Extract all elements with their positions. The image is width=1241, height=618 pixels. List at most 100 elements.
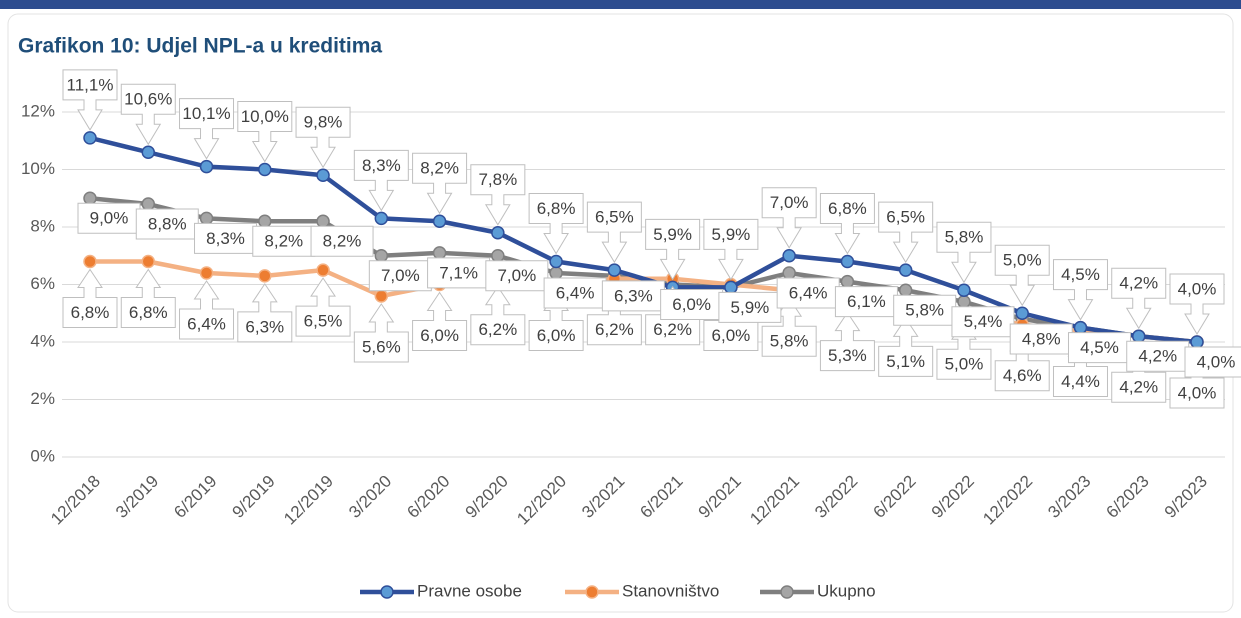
- marker: [782, 266, 796, 280]
- data-label: 6,4%: [556, 283, 595, 302]
- data-label-box: [252, 225, 316, 257]
- data-label: 6,1%: [847, 292, 886, 311]
- data-label-box: [951, 306, 1015, 338]
- data-label: 5,9%: [712, 225, 751, 244]
- marker: [141, 145, 156, 159]
- data-label: 8,2%: [264, 232, 303, 251]
- data-label-box: [1009, 323, 1073, 355]
- marker: [957, 295, 971, 309]
- marker: [491, 249, 505, 263]
- legend-label: Stanovništvo: [622, 581, 719, 600]
- data-label: 5,3%: [828, 346, 867, 365]
- legend-marker: [585, 585, 599, 599]
- data-label-box: [718, 291, 782, 323]
- marker: [840, 274, 855, 289]
- y-tick-label: 6%: [30, 274, 55, 293]
- marker: [316, 214, 330, 228]
- data-label: 4,0%: [1197, 352, 1236, 371]
- marker: [1131, 329, 1146, 343]
- data-label: 9,8%: [304, 113, 343, 132]
- marker: [957, 283, 971, 297]
- marker: [607, 263, 622, 277]
- data-label: 6,2%: [595, 320, 634, 339]
- marker: [83, 191, 97, 205]
- data-label: 5,8%: [905, 301, 944, 320]
- marker: [1190, 335, 1204, 349]
- data-label: 4,2%: [1119, 274, 1158, 293]
- data-label: 6,2%: [653, 320, 692, 339]
- data-label-box: [179, 98, 235, 160]
- data-label-box: [237, 101, 293, 163]
- data-label: 4,0%: [1178, 279, 1217, 298]
- data-label-box: [776, 277, 840, 309]
- marker: [840, 254, 855, 269]
- data-label-box: [936, 221, 992, 284]
- data-label-box: [994, 244, 1050, 307]
- data-label-box: [427, 257, 491, 289]
- data-label: 5,8%: [945, 228, 984, 247]
- data-label-box: [368, 260, 432, 292]
- marker: [374, 289, 389, 303]
- data-label-box: [485, 260, 549, 292]
- data-label: 4,2%: [1138, 347, 1177, 366]
- marker: [549, 254, 563, 269]
- data-label-box: [62, 69, 118, 131]
- marker: [724, 280, 738, 295]
- data-label: 6,3%: [245, 317, 284, 336]
- data-label-box: [353, 303, 409, 363]
- marker: [199, 211, 214, 226]
- data-label-box: [1169, 273, 1225, 335]
- data-label-box: [135, 208, 199, 240]
- data-label: 7,8%: [478, 170, 517, 189]
- data-label-box: [1126, 340, 1190, 372]
- chart-title: Grafikon 10: Udjel NPL-a u kreditima: [18, 35, 382, 58]
- data-label: 10,0%: [241, 107, 289, 126]
- data-label-box: [878, 201, 934, 264]
- y-tick-label: 0%: [30, 446, 55, 465]
- data-label: 7,0%: [770, 193, 809, 212]
- data-label: 7,1%: [439, 263, 478, 282]
- marker: [782, 249, 796, 263]
- data-label-box: [819, 311, 875, 372]
- data-label-box: [645, 218, 701, 281]
- data-label: 7,0%: [381, 266, 420, 285]
- data-label: 10,1%: [182, 104, 230, 123]
- data-label-box: [1111, 267, 1167, 330]
- data-label: 6,0%: [672, 295, 711, 314]
- marker: [432, 214, 447, 228]
- data-label-box: [601, 280, 665, 312]
- data-label: 5,1%: [886, 352, 925, 371]
- data-label: 5,6%: [362, 337, 401, 356]
- data-label: 4,8%: [1022, 329, 1061, 348]
- data-label: 6,4%: [789, 283, 828, 302]
- data-label: 4,6%: [1003, 366, 1042, 385]
- y-tick-label: 8%: [30, 216, 55, 235]
- data-label-box: [310, 225, 374, 257]
- y-tick-label: 2%: [30, 389, 55, 408]
- marker: [374, 249, 389, 263]
- data-label: 4,4%: [1061, 372, 1100, 391]
- data-label: 4,5%: [1080, 338, 1119, 357]
- legend-marker: [780, 585, 794, 599]
- data-label-box: [834, 286, 898, 318]
- data-label: 4,5%: [1061, 265, 1100, 284]
- data-label: 6,8%: [828, 199, 867, 218]
- marker: [1073, 320, 1088, 335]
- data-label: 6,8%: [71, 303, 110, 322]
- marker: [374, 211, 389, 226]
- data-label: 6,2%: [478, 320, 517, 339]
- y-tick-label: 10%: [21, 159, 55, 178]
- data-label-box: [893, 294, 957, 326]
- marker: [316, 168, 330, 182]
- data-label: 5,0%: [1003, 251, 1042, 270]
- marker: [898, 263, 913, 277]
- data-label: 9,0%: [90, 209, 129, 228]
- marker: [83, 254, 97, 269]
- data-label: 6,8%: [537, 199, 576, 218]
- marker: [83, 131, 97, 145]
- marker: [199, 266, 214, 280]
- marker: [141, 254, 156, 269]
- data-label-box: [819, 193, 875, 255]
- data-label-box: [470, 164, 526, 226]
